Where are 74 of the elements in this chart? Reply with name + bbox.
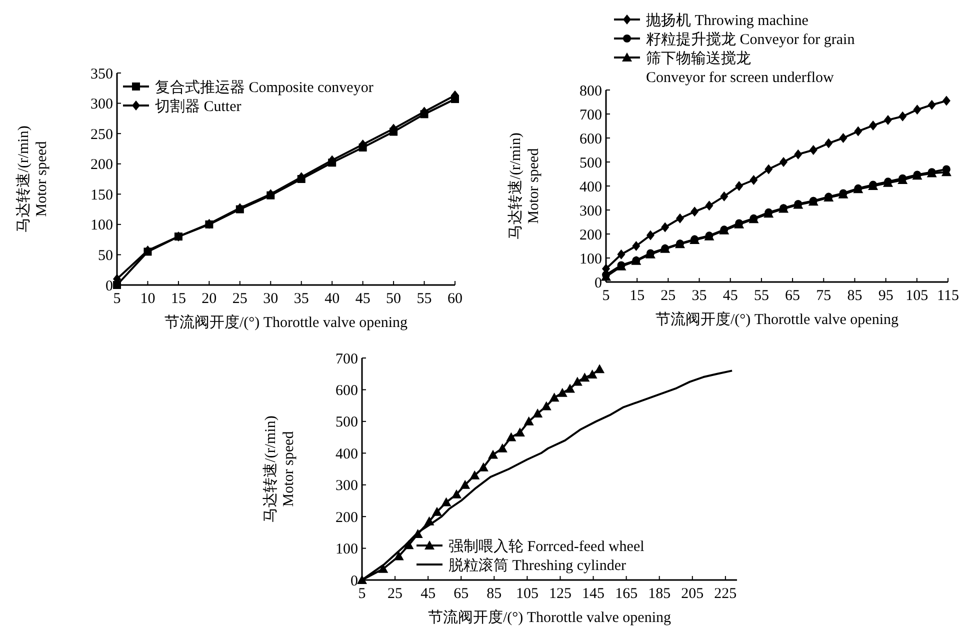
x-tick-label: 35	[692, 288, 707, 304]
x-tick-label: 45	[355, 291, 370, 307]
legend-label: 筛下物输送搅龙 Conveyor for screen underflow	[646, 50, 834, 86]
x-axis-title: 节流阀开度/(°) Thorottle valve opening	[164, 314, 408, 331]
x-tick-label: 45	[722, 288, 738, 304]
y-tick-label: 0	[106, 278, 113, 294]
x-tick-label: 20	[202, 291, 217, 307]
legend-label: 脱粒滚筒 Threshing cylinder	[448, 556, 626, 574]
x-axis-title: 节流阀开度/(°) Thorottle valve opening	[655, 311, 900, 328]
y-tick-label: 250	[90, 126, 113, 143]
x-tick-label: 35	[294, 291, 309, 307]
y-tick-label: 100	[90, 218, 113, 234]
y-tick-label: 150	[90, 187, 113, 204]
y-tick-label: 200	[90, 157, 113, 174]
y-tick-label: 600	[336, 382, 358, 399]
x-tick-label: 25	[232, 291, 248, 307]
x-tick-label: 50	[386, 291, 402, 307]
legend-label: 切割器 Cutter	[155, 98, 242, 115]
y-tick-label: 700	[336, 351, 358, 368]
x-tick-label: 30	[263, 291, 278, 307]
y-tick-label: 500	[580, 155, 602, 172]
x-tick-label: 95	[878, 288, 894, 304]
x-tick-label: 165	[615, 586, 638, 602]
x-tick-label: 15	[630, 288, 645, 304]
y-tick-label: 200	[336, 510, 358, 526]
x-tick-label: 85	[486, 586, 502, 602]
y-tick-label: 300	[336, 478, 358, 494]
x-tick-label: 75	[816, 288, 832, 304]
y-tick-label: 0	[594, 275, 602, 292]
y-axis-title: 马达转速/(r/min) Motor speed	[15, 126, 50, 232]
legend-label: 复合式推运器 Composite conveyor	[155, 78, 374, 96]
x-axis-title: 节流阀开度/(°) Thorottle valve opening	[428, 609, 672, 626]
x-tick-label: 65	[454, 586, 469, 602]
y-tick-label: 350	[90, 66, 113, 82]
x-tick-label: 25	[660, 288, 676, 304]
y-tick-label: 600	[580, 131, 602, 148]
x-tick-label: 65	[785, 288, 800, 304]
x-tick-label: 105	[906, 288, 928, 304]
legend-label: 抛扬机 Throwing machine	[646, 12, 809, 29]
x-tick-label: 5	[113, 291, 121, 307]
y-tick-label: 300	[580, 203, 602, 220]
y-tick-label: 100	[580, 251, 602, 268]
y-tick-label: 700	[580, 107, 602, 124]
y-tick-label: 50	[98, 248, 113, 264]
x-tick-label: 10	[140, 291, 156, 307]
x-tick-label: 25	[388, 586, 403, 602]
x-tick-label: 115	[937, 288, 959, 304]
y-tick-label: 400	[336, 446, 358, 462]
x-tick-label: 185	[648, 586, 671, 602]
x-tick-label: 225	[714, 586, 737, 602]
x-tick-label: 85	[847, 288, 862, 304]
y-tick-label: 800	[580, 83, 602, 100]
legend-label: 籽粒提升搅龙 Conveyor for grain	[646, 30, 856, 48]
legend-label: 强制喂入轮 Forrced-feed wheel	[448, 538, 644, 555]
y-tick-label: 300	[90, 96, 113, 113]
y-tick-label: 100	[336, 542, 358, 558]
x-tick-label: 60	[448, 291, 462, 307]
x-tick-label: 125	[548, 586, 572, 602]
x-tick-label: 45	[420, 586, 436, 602]
x-tick-label: 5	[358, 586, 366, 602]
x-tick-label: 40	[324, 291, 340, 307]
y-tick-label: 500	[336, 414, 358, 431]
y-tick-label: 200	[580, 227, 602, 244]
x-tick-label: 55	[416, 291, 432, 307]
y-axis-title: 马达转速/(r/min) Motor speed	[262, 416, 297, 522]
x-tick-label: 105	[516, 586, 538, 602]
x-tick-label: 5	[602, 288, 610, 304]
x-tick-label: 55	[754, 288, 769, 304]
y-tick-label: 0	[350, 573, 358, 590]
y-tick-label: 400	[580, 179, 602, 196]
x-tick-label: 205	[681, 586, 704, 602]
y-axis-title: 马达转速/(r/min) Motor speed	[507, 132, 542, 240]
x-tick-label: 15	[170, 291, 186, 307]
x-tick-label: 145	[582, 586, 605, 602]
